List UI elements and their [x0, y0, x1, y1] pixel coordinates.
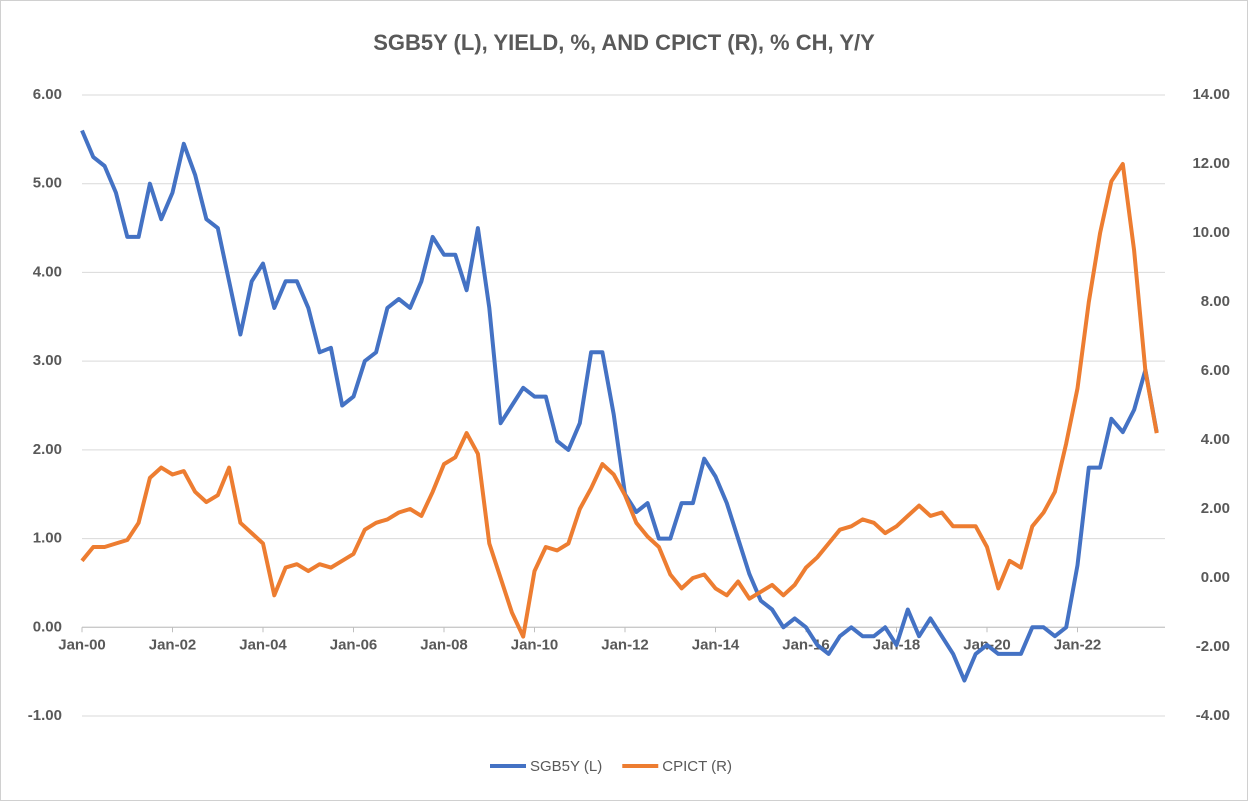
- y2-tick-label: 8.00: [1201, 293, 1230, 310]
- y-tick-label: 3.00: [33, 352, 62, 369]
- y-tick-label: 0.00: [33, 618, 62, 635]
- legend-label: CPICT (R): [662, 758, 732, 775]
- y-tick-label: 4.00: [33, 263, 62, 280]
- x-tick-label: Jan-02: [149, 636, 197, 653]
- y-tick-label: 1.00: [33, 530, 62, 547]
- x-tick-label: Jan-22: [1054, 636, 1102, 653]
- series-line: [80, 162, 1159, 639]
- y2-tick-label: -4.00: [1196, 707, 1230, 724]
- x-tick-label: Jan-14: [692, 636, 740, 653]
- y-tick-label: -1.00: [28, 707, 62, 724]
- x-tick-label: Jan-12: [601, 636, 649, 653]
- x-tick-label: Jan-06: [330, 636, 378, 653]
- y2-tick-label: 4.00: [1201, 431, 1230, 448]
- y2-tick-label: 10.00: [1192, 224, 1230, 241]
- y2-tick-label: 12.00: [1192, 155, 1230, 172]
- y-tick-label: 2.00: [33, 441, 62, 458]
- series-line: [80, 129, 1159, 683]
- x-tick-label: Jan-10: [511, 636, 559, 653]
- y2-tick-label: -2.00: [1196, 638, 1230, 655]
- y-tick-label: 6.00: [33, 86, 62, 103]
- x-tick-label: Jan-04: [239, 636, 287, 653]
- y2-tick-label: 0.00: [1201, 569, 1230, 586]
- chart-title: SGB5Y (L), YIELD, %, AND CPICT (R), % CH…: [373, 30, 875, 55]
- x-tick-label: Jan-08: [420, 636, 468, 653]
- y2-tick-label: 14.00: [1192, 86, 1230, 103]
- x-tick-label: Jan-16: [782, 636, 830, 653]
- y-tick-label: 5.00: [33, 175, 62, 192]
- y2-tick-label: 2.00: [1201, 500, 1230, 517]
- x-tick-label: Jan-00: [58, 636, 106, 653]
- legend-label: SGB5Y (L): [530, 758, 602, 775]
- y2-tick-label: 6.00: [1201, 362, 1230, 379]
